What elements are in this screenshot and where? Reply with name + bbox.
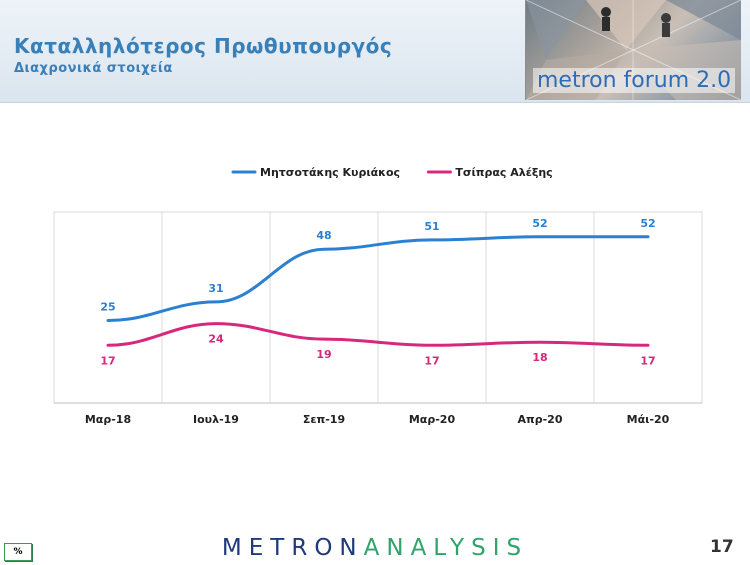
data-label: 52 bbox=[532, 217, 547, 230]
series-line bbox=[106, 322, 650, 347]
x-tick-label: Σεπ-19 bbox=[303, 413, 345, 426]
page-number: 17 bbox=[710, 537, 734, 557]
legend-label: Τσίπρας Αλέξης bbox=[455, 166, 552, 179]
data-label: 52 bbox=[640, 217, 655, 230]
x-tick-label: Μαρ-18 bbox=[85, 413, 131, 426]
data-label: 25 bbox=[100, 301, 115, 314]
page-subtitle: Διαχρονικά στοιχεία bbox=[14, 61, 173, 76]
data-label: 51 bbox=[424, 220, 439, 233]
data-label: 17 bbox=[424, 354, 439, 367]
data-label: 17 bbox=[640, 354, 655, 367]
header-bar: Καταλληλότερος Πρωθυπουργός Διαχρονικά σ… bbox=[0, 0, 750, 103]
page-title: Καταλληλότερος Πρωθυπουργός bbox=[14, 34, 393, 58]
data-label: 24 bbox=[208, 333, 224, 346]
data-label: 17 bbox=[100, 354, 115, 367]
banner-label: metron forum 2.0 bbox=[533, 68, 736, 93]
legend-label: Μητσοτάκης Κυριάκος bbox=[260, 166, 400, 179]
line-chart: Μαρ-18 Ιουλ-19 Σεπ-19 Μαρ-20 Απρ-20 Μάι-20 Μητ… bbox=[53, 166, 703, 426]
x-tick-label: Μάι-20 bbox=[627, 413, 670, 426]
data-label: 48 bbox=[316, 229, 331, 242]
data-label: 31 bbox=[208, 282, 223, 295]
logo-part-metron: METRON bbox=[221, 535, 364, 561]
x-tick-label: Απρ-20 bbox=[518, 413, 563, 426]
data-label: 19 bbox=[316, 348, 331, 361]
metron-analysis-logo: METRONANALYSIS bbox=[0, 535, 750, 561]
percent-badge: % bbox=[4, 543, 32, 561]
x-tick-label: Ιουλ-19 bbox=[193, 413, 239, 426]
x-tick-label: Μαρ-20 bbox=[409, 413, 456, 426]
data-label: 18 bbox=[532, 351, 547, 364]
series-line bbox=[106, 235, 650, 322]
logo-part-analysis: ANALYSIS bbox=[363, 535, 529, 561]
metron-forum-banner: metron forum 2.0 bbox=[525, 0, 741, 100]
